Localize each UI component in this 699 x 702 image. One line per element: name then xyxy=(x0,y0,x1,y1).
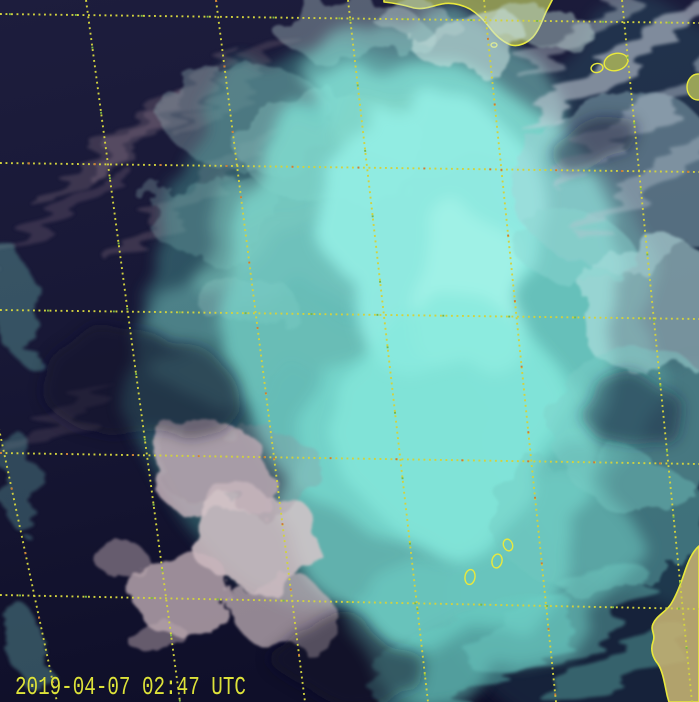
cloud-texture-shape xyxy=(40,320,220,440)
cloud-texture-shape xyxy=(232,577,332,647)
clear-air-patches xyxy=(40,110,676,700)
cloud-texture-shape xyxy=(0,239,41,361)
cloud-cumulus-bottom-left xyxy=(96,424,332,652)
cloud-texture-shape xyxy=(335,300,565,540)
meridian-gridline xyxy=(85,0,181,702)
meridian-gridline xyxy=(621,0,693,702)
meridian-gridline xyxy=(483,0,557,702)
cloud-texture-shape xyxy=(280,630,420,700)
gridline-accent-dots xyxy=(0,594,699,610)
cloud-over-top-coast xyxy=(372,2,588,68)
latitude-gridline xyxy=(0,309,699,320)
islet-middle xyxy=(491,553,503,569)
latitude-gridline xyxy=(0,452,699,465)
cloud-texture-shape xyxy=(543,621,687,702)
cloud-texture-shape xyxy=(520,215,630,285)
cloud-texture-shape xyxy=(490,450,699,590)
latitude-gridline xyxy=(0,162,699,173)
cloud-texture-shape xyxy=(127,552,237,632)
latitude-gridline xyxy=(0,13,699,24)
cloud-texture-shape xyxy=(492,6,588,46)
cloud-texture-shape xyxy=(372,2,452,34)
cloud-texture-shape xyxy=(575,104,699,236)
cloud-texture-shape xyxy=(122,612,182,652)
cloud-texture-shape xyxy=(0,164,129,266)
timestamp-label: 2019-04-07 02:47 UTC xyxy=(15,672,246,702)
islet-south xyxy=(464,568,476,586)
cloud-streaks-bottom xyxy=(366,563,687,702)
islet-north xyxy=(502,538,514,552)
island-right-edge xyxy=(686,73,699,101)
island-small-top-right xyxy=(590,62,604,74)
cloud-texture-shape xyxy=(515,0,685,76)
island-large-top-right xyxy=(603,52,629,72)
cloud-texture-shape xyxy=(130,213,380,327)
cloud-texture-shape xyxy=(580,372,676,444)
latitude-gridline xyxy=(0,594,699,610)
cloud-texture-shape xyxy=(192,490,324,590)
meridian-gridline xyxy=(347,0,429,702)
cloud-texture-shape xyxy=(540,110,644,170)
cloud-texture-shape xyxy=(472,563,648,677)
cloud-texture-shape xyxy=(155,428,325,508)
meridian-gridline xyxy=(215,0,306,702)
cloud-texture-shape xyxy=(96,542,148,578)
cloud-texture-shape xyxy=(5,604,51,692)
